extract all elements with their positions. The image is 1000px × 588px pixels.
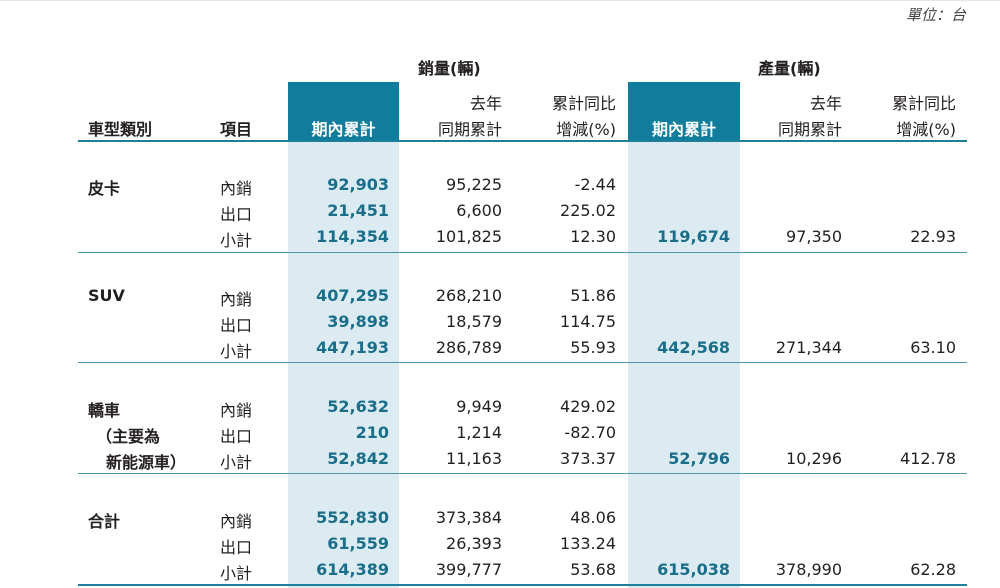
cell-sales-chg: 429.02 [560,397,616,416]
cell-sales-chg: 55.93 [570,338,616,357]
header-prod-chg-line2: 增減(%) [896,120,956,139]
header-item: 項目 [220,120,253,139]
header-sales-chg-line1: 累計同比 [551,94,616,113]
cell-prod-cur: 52,796 [668,449,730,468]
header-sales-prev-line2: 同期累計 [437,120,502,139]
cell-sales-chg: 225.02 [560,201,616,220]
row-item-label: 內銷 [220,401,253,420]
row-item-label: 小計 [220,231,253,250]
cell-sales-cur: 210 [355,423,389,442]
cell-sales-prev: 1,214 [456,423,502,442]
category-label: 合計 [88,512,121,531]
category-label: 新能源車） [106,453,187,472]
cell-sales-cur: 39,898 [327,312,389,331]
cell-sales-prev: 95,225 [446,175,502,194]
production-current-header: 期內累計 [628,82,740,140]
category-label: 皮卡 [88,179,121,198]
cell-prod-cur: 442,568 [657,338,730,357]
cell-sales-chg: 133.24 [560,534,616,553]
cell-sales-prev: 18,579 [446,312,502,331]
cell-sales-cur: 92,903 [327,175,389,194]
cell-sales-prev: 9,949 [456,397,502,416]
production-group-title: 產量(輛) [758,59,821,78]
cell-prod-prev: 10,296 [786,449,842,468]
cell-sales-cur: 61,559 [327,534,389,553]
cell-sales-cur: 407,295 [316,286,389,305]
cell-sales-chg: 48.06 [570,508,616,527]
cell-prod-prev: 97,350 [786,227,842,246]
row-item-label: 小計 [220,564,253,583]
cell-sales-chg: 53.68 [570,560,616,579]
cell-sales-prev: 268,210 [435,286,502,305]
header-prod-prev-line2: 同期累計 [777,120,842,139]
top-border [0,0,1000,1]
header-sales-prev-line1: 去年 [469,94,502,113]
sales-current-header-label: 期內累計 [311,120,376,139]
unit-label: 單位：台 [905,6,966,24]
cell-sales-prev: 26,393 [446,534,502,553]
cell-sales-cur: 52,842 [327,449,389,468]
row-item-label: 內銷 [220,290,253,309]
cell-sales-cur: 447,193 [316,338,389,357]
row-item-label: 出口 [220,316,253,335]
cell-sales-prev: 101,825 [435,227,502,246]
cell-sales-prev: 11,163 [446,449,502,468]
row-item-label: 出口 [220,205,253,224]
cell-sales-prev: 399,777 [435,560,502,579]
cell-sales-cur: 614,389 [316,560,389,579]
section-divider [78,473,967,474]
row-item-label: 出口 [220,538,253,557]
sales-current-header: 期內累計 [288,82,399,140]
row-item-label: 小計 [220,453,253,472]
cell-prod-prev: 378,990 [775,560,842,579]
header-prod-prev-line1: 去年 [809,94,842,113]
cell-sales-prev: 373,384 [435,508,502,527]
row-item-label: 出口 [220,427,253,446]
cell-prod-chg: 22.93 [910,227,956,246]
section-divider [78,362,967,363]
row-item-label: 內銷 [220,512,253,531]
header-prod-chg-line1: 累計同比 [891,94,956,113]
cell-sales-cur: 52,632 [327,397,389,416]
cell-prod-chg: 412.78 [900,449,956,468]
cell-prod-cur: 119,674 [657,227,730,246]
bottom-rule [78,584,967,586]
cell-sales-prev: 6,600 [456,201,502,220]
cell-sales-chg: 373.37 [560,449,616,468]
cell-sales-prev: 286,789 [435,338,502,357]
cell-sales-chg: -2.44 [574,175,616,194]
cell-sales-chg: -82.70 [564,423,616,442]
production-current-band [628,140,740,588]
sales-group-title: 銷量(輛) [418,59,481,78]
sales-current-band [288,140,399,588]
row-item-label: 小計 [220,342,253,361]
cell-prod-chg: 62.28 [910,560,956,579]
cell-sales-chg: 12.30 [570,227,616,246]
category-label: 轎車 [88,401,121,420]
category-label: （主要為 [96,427,161,446]
cell-prod-cur: 615,038 [657,560,730,579]
cell-sales-cur: 552,830 [316,508,389,527]
cell-sales-chg: 114.75 [560,312,616,331]
header-category: 車型類別 [88,120,153,139]
header-rule [78,140,967,142]
row-item-label: 內銷 [220,179,253,198]
category-label: SUV [88,286,125,305]
header-sales-chg-line2: 增減(%) [556,120,616,139]
cell-sales-chg: 51.86 [570,286,616,305]
cell-prod-prev: 271,344 [775,338,842,357]
section-divider [78,252,967,253]
production-current-header-label: 期內累計 [651,120,716,139]
cell-prod-chg: 63.10 [910,338,956,357]
cell-sales-cur: 114,354 [316,227,389,246]
cell-sales-cur: 21,451 [327,201,389,220]
